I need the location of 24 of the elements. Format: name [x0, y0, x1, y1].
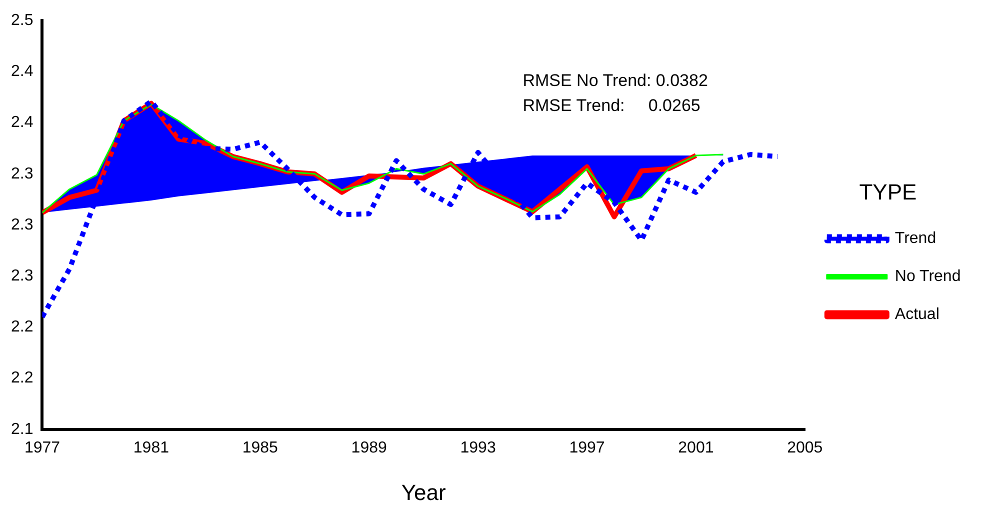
y-tick-label: 2.3 [10, 216, 34, 234]
legend-label: Actual [894, 306, 940, 324]
y-tick-label: 2.3 [10, 165, 34, 182]
legend-label: Trend [894, 230, 936, 248]
y-tick-label: 2.2 [10, 318, 34, 336]
x-axis-title: Year [401, 480, 446, 505]
legend-title: TYPE [859, 179, 917, 204]
y-tick-label: 2.1 [10, 420, 34, 438]
x-tick-label: 1981 [133, 439, 170, 456]
y-tick-label: 2.2 [10, 370, 34, 387]
y-tick-label: 2.4 [10, 114, 34, 132]
legend-label: No Trend [894, 268, 961, 286]
x-tick-label: 1993 [460, 439, 496, 456]
x-tick-label: 1985 [242, 439, 278, 456]
x-tick-label: 1989 [351, 439, 387, 456]
annotation: RMSE Trend: 0.0265 [522, 96, 700, 115]
annotation: RMSE No Trend: 0.0382 [522, 70, 708, 90]
y-tick-label: 2.5 [10, 12, 34, 30]
y-tick-label: 2.3 [10, 268, 34, 285]
x-tick-label: 2005 [787, 439, 823, 456]
x-tick-label: 2001 [678, 439, 714, 456]
x-tick-label: 1977 [24, 439, 60, 456]
x-tick-label: 1997 [569, 439, 605, 456]
y-tick-label: 2.4 [10, 63, 34, 80]
